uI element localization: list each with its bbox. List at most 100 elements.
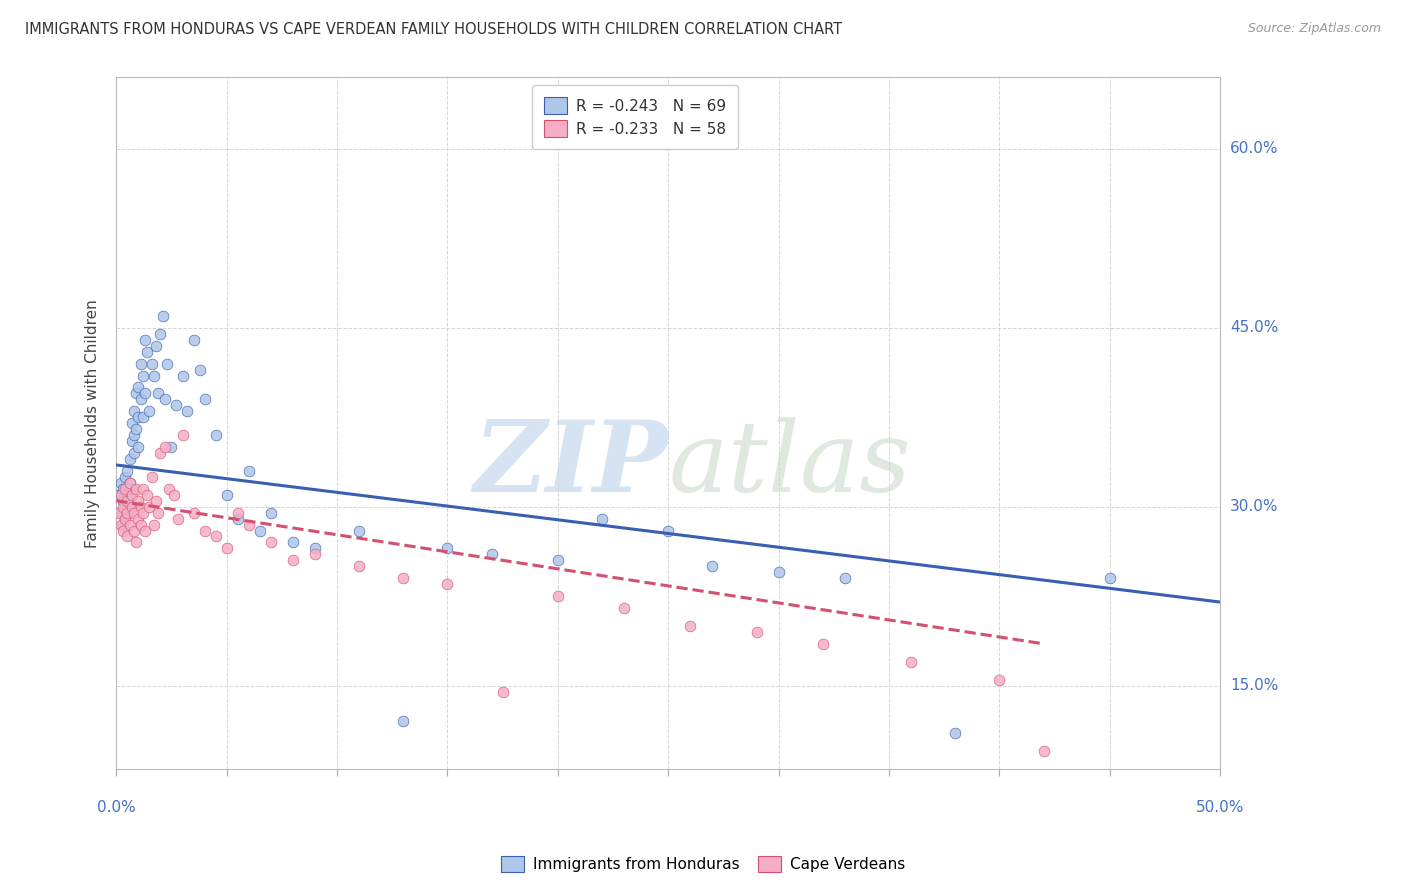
Point (238, 464, 260, 478)
Point (492, 684, 515, 698)
Point (121, 488, 143, 502)
Point (226, 511, 249, 525)
Point (153, 392, 176, 407)
Point (122, 506, 145, 520)
Point (215, 541, 238, 556)
Text: 15.0%: 15.0% (1230, 678, 1278, 693)
Text: Source: ZipAtlas.com: Source: ZipAtlas.com (1247, 22, 1381, 36)
Point (129, 500, 152, 514)
Point (114, 500, 136, 514)
Point (132, 482, 155, 496)
Point (148, 386, 170, 401)
Point (138, 500, 160, 514)
Point (122, 524, 145, 538)
Point (111, 482, 134, 496)
Point (118, 475, 141, 490)
Point (114, 511, 136, 525)
Point (118, 475, 141, 490)
Point (167, 511, 190, 525)
Point (110, 488, 132, 502)
Point (125, 422, 148, 436)
Point (132, 410, 155, 425)
Point (304, 548, 326, 562)
Point (118, 452, 141, 467)
Point (172, 368, 194, 383)
Point (142, 517, 165, 532)
Point (127, 440, 149, 454)
Point (226, 506, 249, 520)
Point (679, 619, 702, 633)
Point (117, 464, 139, 478)
Point (149, 446, 172, 460)
Point (129, 392, 152, 407)
Point (107, 488, 129, 502)
Point (121, 416, 143, 430)
Point (281, 535, 304, 549)
Text: ZIP: ZIP (474, 417, 668, 513)
Point (107, 506, 129, 520)
Point (165, 398, 187, 412)
Legend: R = -0.243   N = 69, R = -0.233   N = 58: R = -0.243 N = 69, R = -0.233 N = 58 (531, 85, 738, 149)
Text: 0.0%: 0.0% (97, 799, 135, 814)
Text: 45.0%: 45.0% (1230, 320, 1278, 335)
Point (110, 475, 132, 490)
Point (134, 386, 156, 401)
Point (136, 488, 159, 502)
Point (215, 488, 238, 502)
Point (1098, 571, 1121, 585)
Point (145, 339, 167, 353)
Point (110, 506, 132, 520)
Point (160, 440, 183, 454)
Point (157, 482, 180, 496)
Point (121, 482, 143, 496)
Point (117, 506, 139, 520)
Point (125, 535, 148, 549)
Text: 30.0%: 30.0% (1230, 500, 1278, 514)
Point (436, 577, 458, 591)
Point (117, 488, 139, 502)
Point (134, 333, 156, 347)
Point (117, 506, 139, 520)
Point (238, 517, 260, 532)
Point (127, 511, 149, 525)
Point (111, 500, 134, 514)
Point (127, 410, 149, 425)
Point (481, 548, 503, 562)
Point (900, 655, 922, 669)
Text: 60.0%: 60.0% (1230, 142, 1278, 156)
Point (125, 386, 148, 401)
Point (260, 506, 283, 520)
Point (156, 357, 179, 371)
Text: IMMIGRANTS FROM HONDURAS VS CAPE VERDEAN FAMILY HOUSEHOLDS WITH CHILDREN CORRELA: IMMIGRANTS FROM HONDURAS VS CAPE VERDEAN… (25, 22, 842, 37)
Point (163, 488, 186, 502)
Point (117, 493, 139, 508)
Point (547, 589, 569, 603)
Point (547, 553, 569, 567)
Point (176, 404, 198, 418)
Point (122, 428, 145, 442)
Point (172, 428, 194, 442)
Point (1032, 744, 1054, 758)
Point (188, 362, 211, 376)
Point (204, 428, 226, 442)
Point (149, 326, 172, 341)
Point (702, 559, 724, 574)
Y-axis label: Family Households with Children: Family Households with Children (86, 299, 100, 548)
Point (145, 493, 167, 508)
Point (249, 524, 271, 538)
Point (127, 493, 149, 508)
Point (132, 368, 155, 383)
Point (834, 571, 856, 585)
Point (111, 524, 134, 538)
Point (613, 601, 636, 615)
Point (194, 524, 217, 538)
Point (121, 434, 143, 449)
Point (122, 404, 145, 418)
Legend: Immigrants from Honduras, Cape Verdeans: Immigrants from Honduras, Cape Verdeans (494, 848, 912, 880)
Point (114, 511, 136, 525)
Point (347, 524, 370, 538)
Point (111, 493, 134, 508)
Point (122, 446, 145, 460)
Point (138, 404, 160, 418)
Text: atlas: atlas (668, 417, 911, 512)
